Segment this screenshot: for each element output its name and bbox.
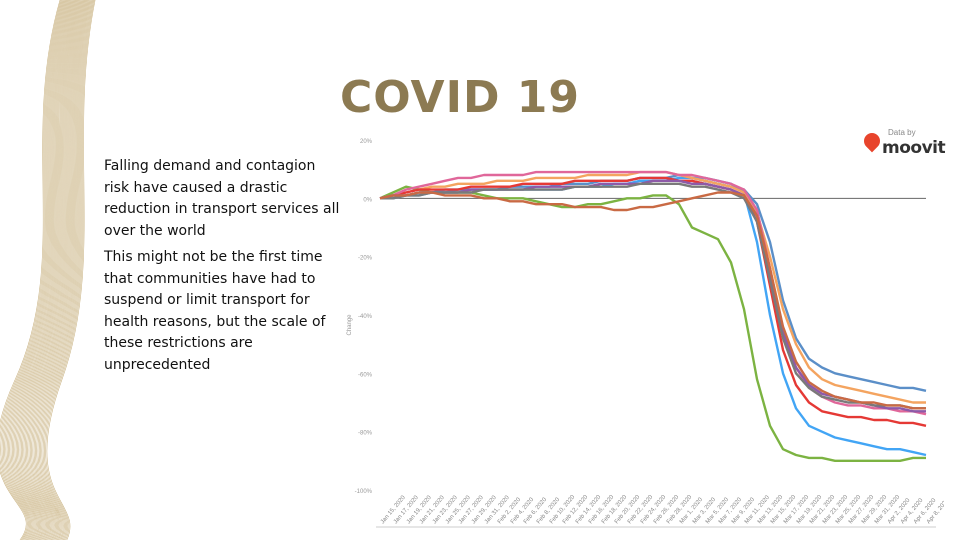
series-line-gray [380, 182, 926, 410]
y-tick-label: 0% [363, 197, 372, 203]
logo-wordmark: moovit [882, 138, 946, 158]
moovit-pin-icon [860, 129, 884, 153]
y-tick-label: 20% [360, 139, 373, 145]
slide-title: COVID 19 [340, 72, 581, 123]
y-tick-label: -20% [358, 256, 373, 262]
y-tick-label: -80% [358, 431, 373, 437]
moovit-logo: Data by moovit [860, 128, 946, 162]
logo-data-by: Data by [888, 128, 916, 137]
paragraph-unprecedented: This might not be the first time that co… [104, 249, 326, 373]
series-line-pink [379, 170, 927, 416]
series-line-red [379, 176, 927, 427]
series-line-green [379, 185, 926, 462]
y-tick-label: -40% [358, 314, 373, 320]
series-line-purple [379, 179, 926, 413]
slide-body: Falling demand and contagion risk have c… [104, 156, 340, 381]
transit-change-chart: 20%0%-20%-40%-60%-80%-100%Change Jan 15,… [347, 139, 944, 528]
decorative-gold-swirl [0, 0, 96, 540]
series-line-lightblue [379, 176, 927, 457]
y-tick-label: -60% [358, 372, 373, 378]
series-line-brown [379, 191, 926, 410]
y-tick-label: -100% [355, 489, 373, 495]
paragraph-transport-reduction: Falling demand and contagion risk have c… [104, 158, 340, 239]
y-axis-label: Change [347, 314, 353, 336]
